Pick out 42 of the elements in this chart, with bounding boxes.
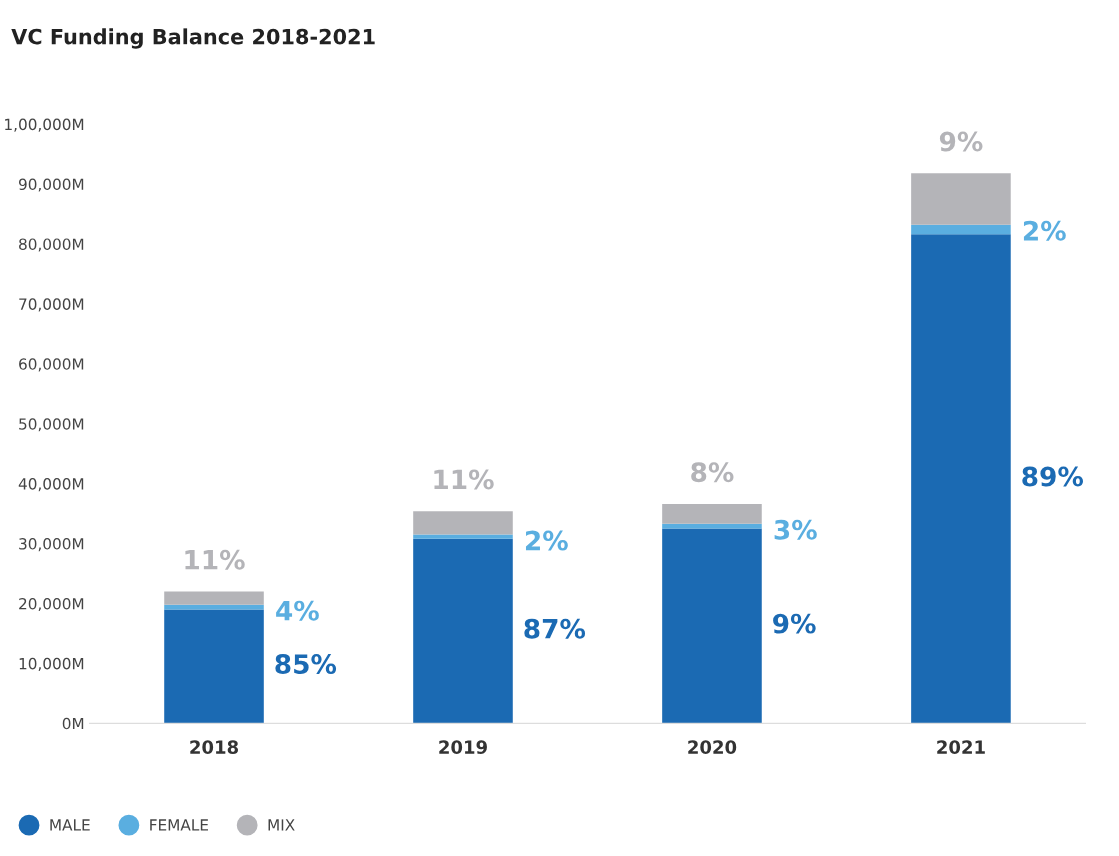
y-tick-label: 80,000M [19,238,84,252]
bar [662,523,762,529]
x-tick-label: 2021 [937,740,985,754]
y-tick-label: 0M [62,717,84,730]
bar [662,504,762,524]
bar [911,173,1011,225]
annotation: 11% [434,469,494,490]
y-tick-label: 1,00,000M [5,118,84,132]
bar [164,591,264,605]
y-tick-label: 10,000M [19,657,84,671]
annotation: 8% [691,462,734,483]
legend-label: FEMALE [150,819,208,831]
x-tick-label: 2020 [688,740,737,754]
x-tick-label: 2018 [190,740,239,754]
legend-label: MALE [50,819,90,831]
bar [911,234,1011,724]
y-tick-label: 50,000M [19,418,84,432]
y-tick-label: 40,000M [18,478,84,492]
y-tick-label: 60,000M [19,358,84,372]
annotation: 89% [1022,466,1084,487]
bar [662,528,762,724]
chart-title: VC Funding Balance 2018-2021 [11,28,375,49]
y-tick-label: 20,000M [19,597,84,612]
legend-label: MIX [268,819,295,831]
y-tick-label: 90,000M [18,178,84,192]
bar [911,224,1011,235]
bar [164,609,264,724]
annotation: 85% [275,654,337,675]
annotation: 3% [774,519,817,540]
bar [413,511,513,535]
bar [413,534,513,539]
bar [413,538,513,724]
annotation: 11% [185,549,245,570]
annotation: 87% [524,618,586,639]
x-tick-label: 2019 [439,740,487,754]
annotation: 9% [773,613,816,634]
annotation: 4% [276,600,319,621]
y-tick-label: 70,000M [19,298,84,312]
annotation: 2% [1023,220,1066,241]
annotation: 9% [939,131,983,152]
annotation: 2% [525,530,568,551]
y-tick-label: 30,000M [19,538,84,552]
